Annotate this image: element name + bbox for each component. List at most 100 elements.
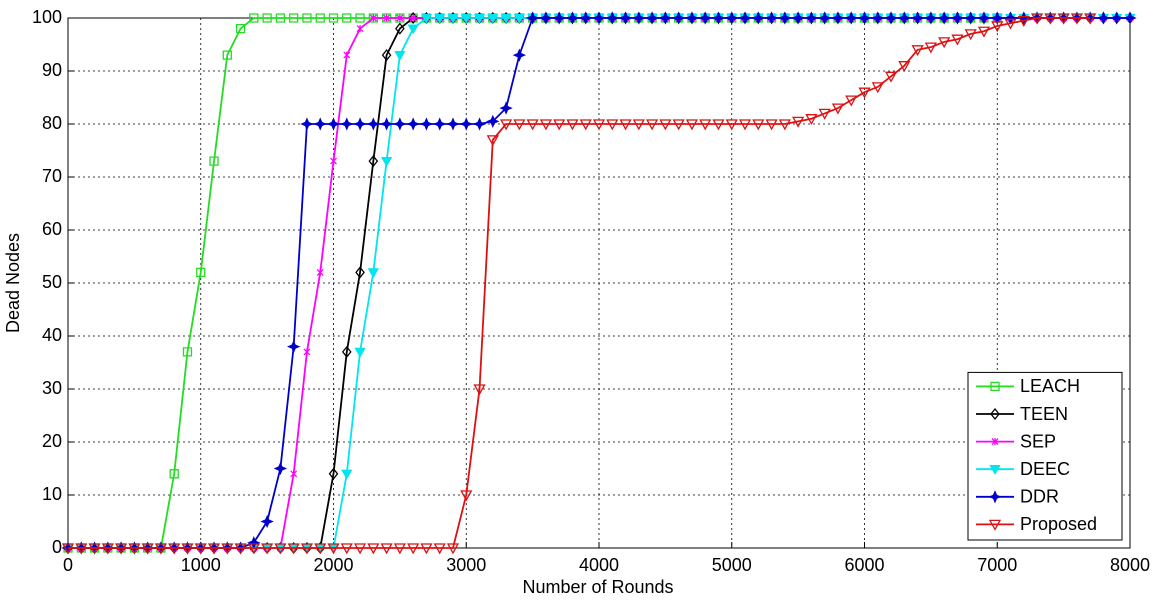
data-point — [393, 117, 407, 131]
data-point — [712, 119, 725, 131]
legend-label: Proposed — [1020, 514, 1097, 534]
legend-label: DDR — [1020, 487, 1059, 507]
data-point — [486, 135, 499, 147]
data-point — [379, 117, 394, 131]
data-point — [884, 11, 898, 25]
data-point — [751, 11, 765, 25]
data-point — [327, 543, 340, 555]
y-tick-label: 40 — [42, 325, 62, 345]
x-tick-label: 3000 — [446, 555, 486, 575]
legend-marker — [988, 490, 1002, 504]
data-point — [196, 267, 206, 278]
y-tick-label: 0 — [52, 537, 62, 557]
data-point — [738, 11, 752, 25]
data-point — [778, 11, 792, 25]
y-tick-label: 60 — [42, 219, 62, 239]
data-point — [513, 13, 525, 24]
data-point — [342, 13, 352, 23]
data-point — [991, 21, 1004, 33]
data-point — [579, 119, 592, 131]
data-point — [579, 11, 593, 25]
data-point — [831, 11, 845, 25]
data-point — [446, 543, 460, 555]
data-point — [1123, 11, 1137, 25]
data-point — [396, 14, 404, 22]
data-point — [765, 119, 778, 131]
data-point — [950, 11, 965, 25]
data-point — [818, 108, 831, 120]
data-point — [381, 49, 392, 62]
data-point — [343, 51, 351, 59]
y-tick-label: 100 — [32, 7, 62, 27]
data-point — [871, 11, 885, 25]
data-point — [672, 119, 685, 131]
data-point — [369, 14, 377, 22]
x-tick-label: 1000 — [181, 555, 221, 575]
data-point — [977, 26, 991, 38]
data-point — [725, 11, 739, 25]
data-point — [328, 13, 339, 23]
data-point — [539, 11, 553, 25]
data-point — [618, 11, 633, 25]
data-point — [406, 117, 420, 131]
data-point — [287, 339, 301, 354]
y-tick-label: 10 — [42, 484, 62, 504]
data-point — [302, 13, 312, 23]
y-tick-label: 50 — [42, 272, 62, 292]
data-point — [738, 119, 752, 131]
data-point — [169, 469, 179, 479]
data-point — [141, 543, 154, 555]
data-point — [526, 119, 539, 131]
y-tick-label: 70 — [42, 166, 62, 186]
data-point — [434, 13, 446, 24]
data-point — [408, 11, 418, 25]
data-point — [565, 11, 580, 25]
data-point — [671, 11, 686, 25]
data-point — [805, 114, 818, 126]
data-point — [395, 22, 405, 35]
data-point — [88, 543, 101, 555]
data-point — [964, 29, 977, 41]
data-point — [367, 268, 379, 279]
data-point — [207, 543, 221, 555]
legend-marker — [989, 465, 1001, 476]
data-point — [1017, 15, 1030, 27]
data-point — [383, 14, 391, 22]
x-tick-label: 6000 — [844, 555, 884, 575]
data-point — [924, 11, 938, 25]
data-point — [804, 11, 819, 25]
data-point — [209, 156, 219, 166]
data-point — [764, 11, 779, 25]
data-point — [340, 117, 354, 131]
data-point — [128, 543, 141, 555]
data-point — [420, 543, 433, 555]
data-point — [168, 543, 181, 555]
legend-box — [967, 371, 1123, 541]
data-point — [698, 11, 712, 25]
data-point — [61, 543, 75, 555]
data-point — [260, 514, 274, 529]
data-point — [910, 11, 925, 25]
data-point — [818, 11, 832, 25]
data-point — [380, 543, 393, 555]
data-point — [752, 119, 765, 131]
legend-label: DEEC — [1020, 459, 1070, 479]
data-point — [539, 119, 553, 131]
data-point — [114, 543, 128, 555]
data-point — [592, 11, 606, 25]
data-point — [181, 543, 194, 555]
data-point — [355, 266, 365, 279]
data-point — [275, 13, 286, 23]
data-point — [274, 543, 287, 555]
data-point — [420, 13, 433, 24]
data-point — [938, 37, 951, 49]
y-tick-label: 30 — [42, 378, 62, 398]
data-point — [326, 117, 341, 131]
data-point — [791, 11, 805, 25]
data-point — [407, 543, 420, 555]
legend-label: TEEN — [1020, 404, 1068, 424]
legend-label: LEACH — [1020, 376, 1080, 396]
data-point — [381, 13, 392, 23]
data-point — [287, 543, 300, 555]
